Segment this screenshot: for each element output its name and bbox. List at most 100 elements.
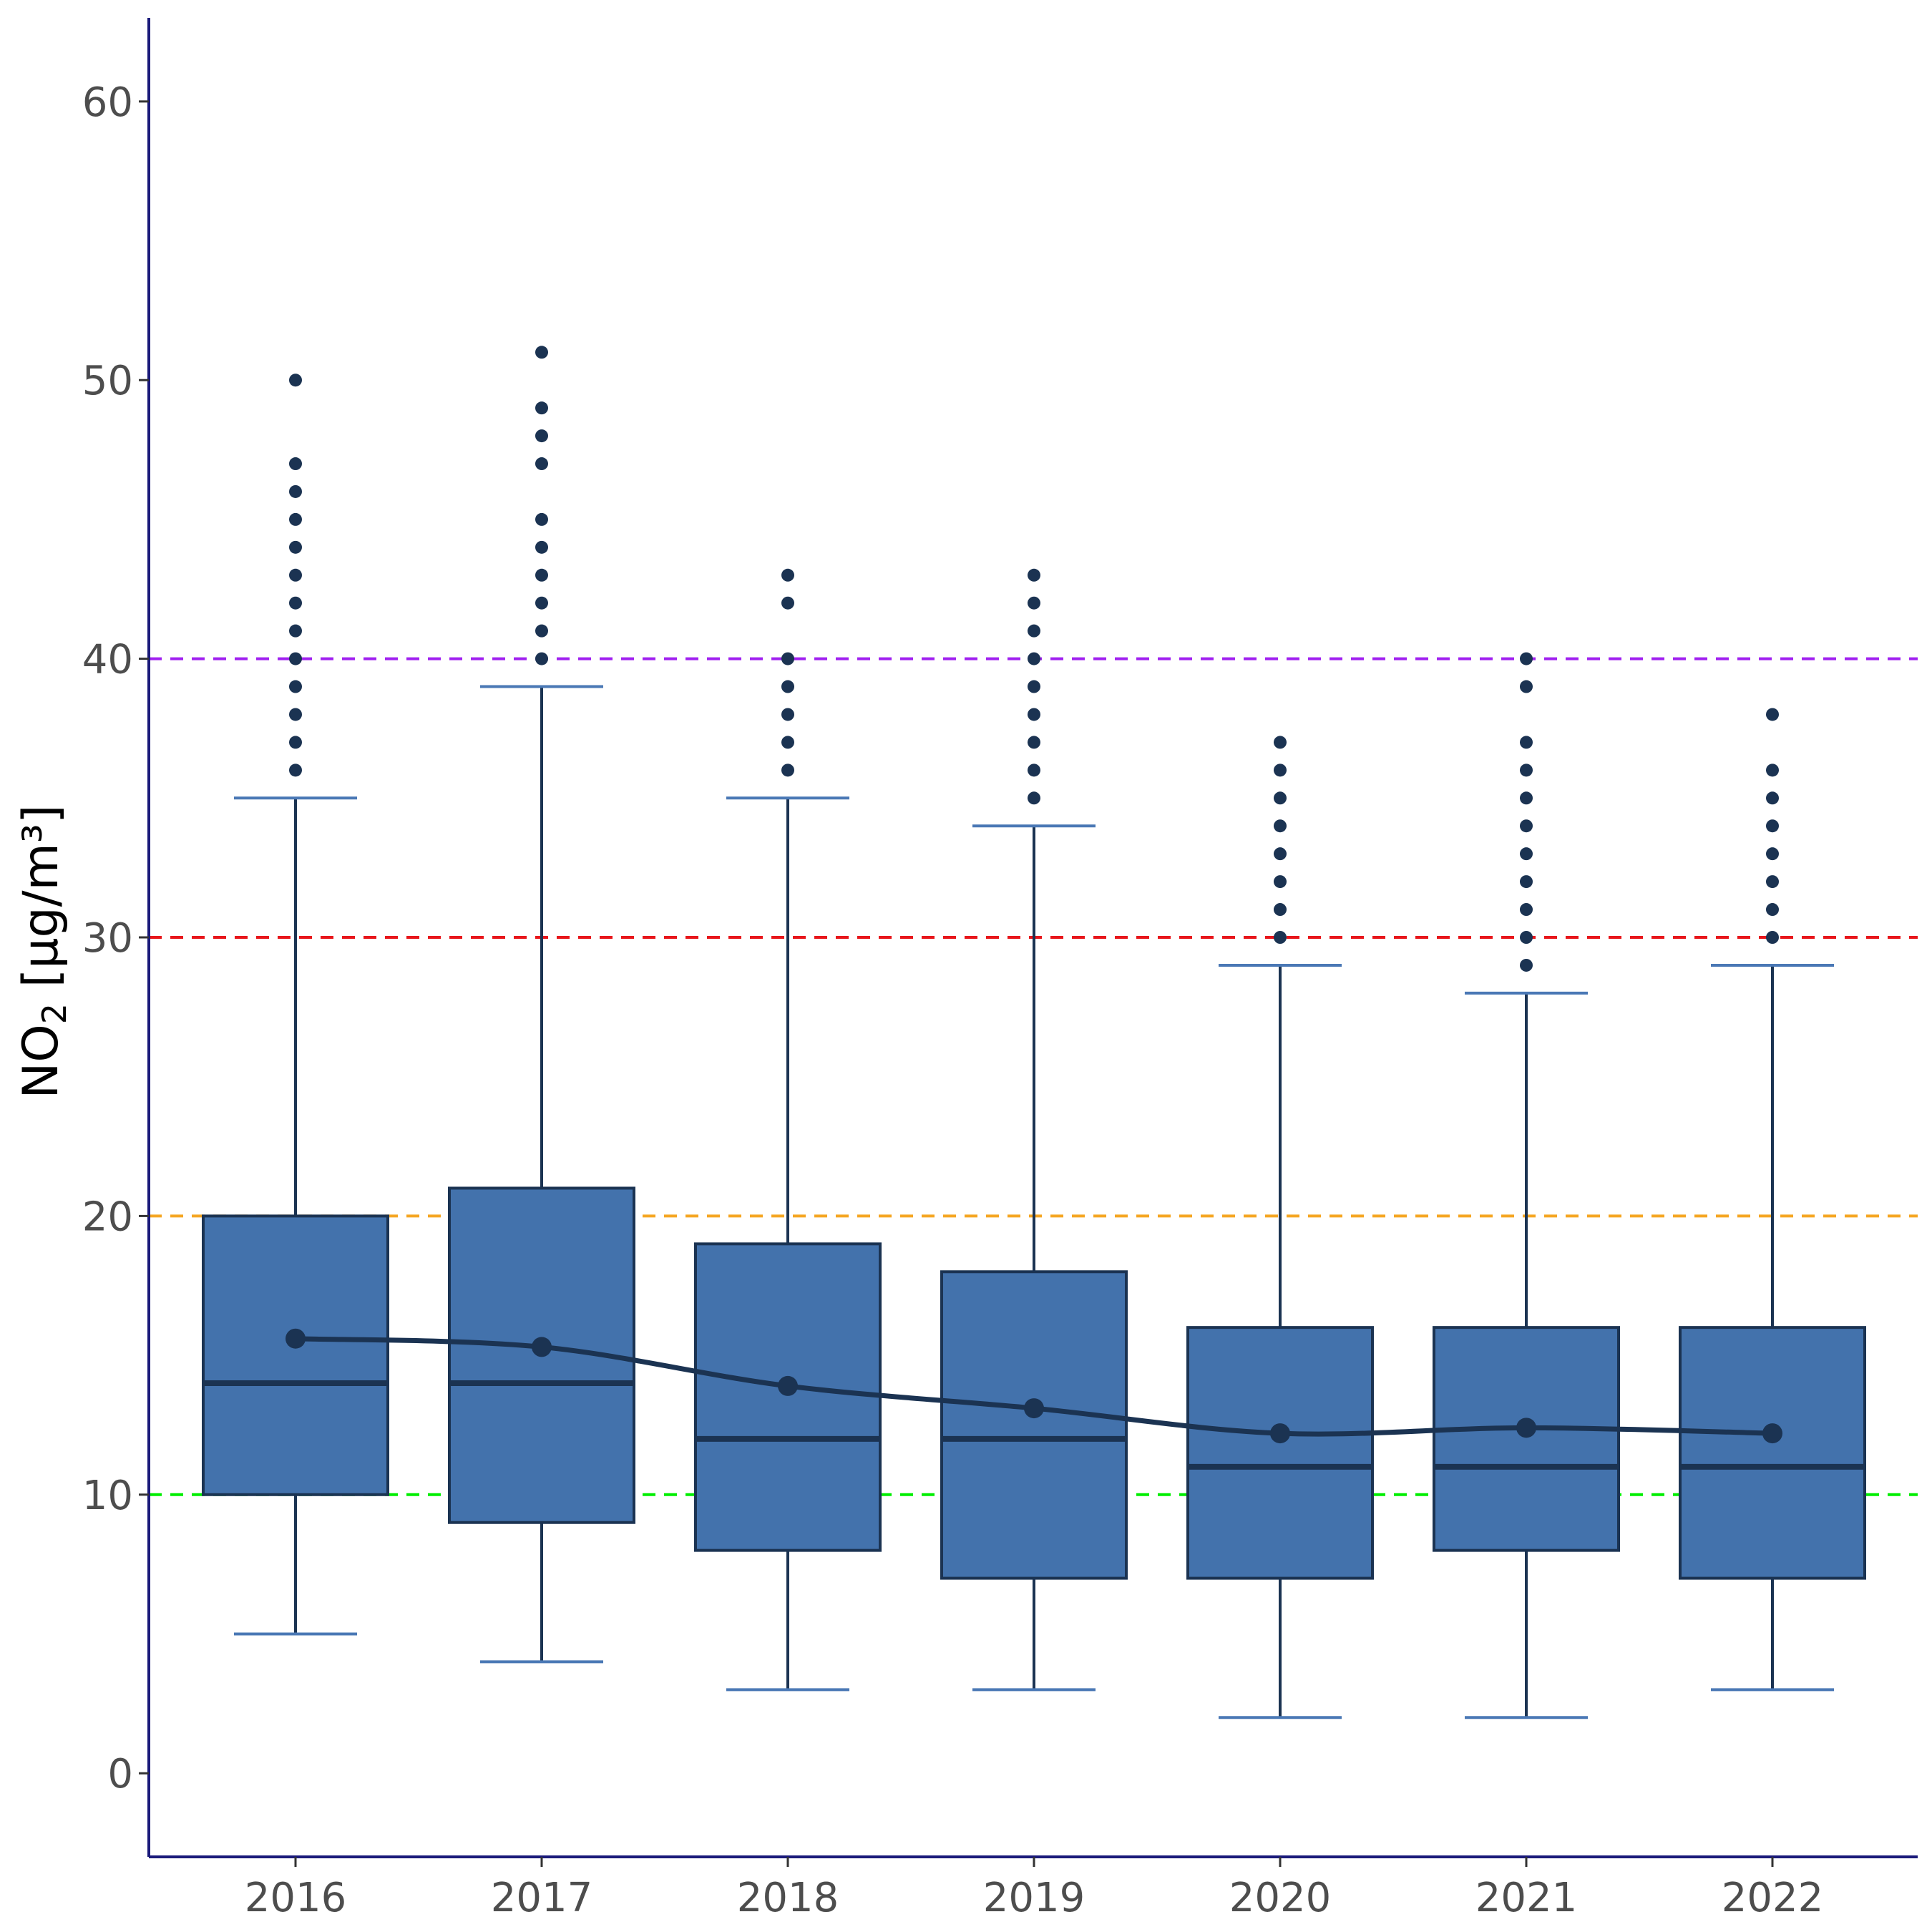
- mean-point-2021: [1516, 1418, 1536, 1438]
- box-2016: [202, 1214, 389, 1496]
- outlier-point-2018: [781, 708, 794, 721]
- outlier-point-2020: [1274, 819, 1287, 833]
- outlier-point-2017: [535, 540, 548, 554]
- outlier-point-2018: [781, 763, 794, 777]
- outlier-point-2019: [1028, 708, 1040, 721]
- axes: 0 10 20 30 40 50 60 2016 2017 2018 2019 2020 2021 202…: [82, 18, 1918, 1921]
- mean-point-2020: [1270, 1423, 1290, 1444]
- outlier-point-2021: [1520, 791, 1533, 805]
- outlier-point-2016: [289, 680, 302, 693]
- outlier-point-2019: [1028, 596, 1040, 610]
- outlier-point-2022: [1766, 847, 1779, 861]
- outlier-point-2020: [1274, 903, 1287, 917]
- outlier-point-2017: [535, 512, 548, 526]
- y-tick-label: 60: [82, 79, 133, 126]
- mean-point-2016: [286, 1328, 306, 1349]
- outlier-point-2016: [289, 708, 302, 721]
- outlier-point-2016: [289, 512, 302, 526]
- outlier-point-2016: [289, 374, 302, 387]
- trend-line-group: [286, 1328, 1782, 1444]
- y-tick-label: 0: [107, 1751, 133, 1797]
- outlier-point-2022: [1766, 763, 1779, 777]
- y-tick-label: 20: [82, 1194, 133, 1240]
- box-2022: [1679, 1326, 1866, 1580]
- outlier-point-2017: [535, 346, 548, 359]
- mean-point-2019: [1024, 1398, 1044, 1419]
- outlier-point-2019: [1028, 652, 1040, 665]
- outlier-point-2022: [1766, 791, 1779, 805]
- outlier-point-2019: [1028, 624, 1040, 638]
- outlier-point-2019: [1028, 568, 1040, 582]
- x-tick-label: 2017: [491, 1875, 593, 1921]
- mean-point-2017: [532, 1337, 552, 1357]
- outlier-point-2016: [289, 568, 302, 582]
- y-tick-label: 30: [82, 915, 133, 962]
- y-tick-label: 10: [82, 1473, 133, 1519]
- outlier-point-2021: [1520, 763, 1533, 777]
- y-tick-label: 40: [82, 637, 133, 683]
- outlier-point-2021: [1520, 931, 1533, 944]
- x-tick-label: 2021: [1475, 1875, 1578, 1921]
- y-tick-label: 50: [82, 358, 133, 404]
- x-tick-label: 2022: [1722, 1875, 1824, 1921]
- outlier-point-2021: [1520, 680, 1533, 693]
- outlier-point-2021: [1520, 903, 1533, 917]
- outlier-point-2017: [535, 596, 548, 610]
- outlier-point-2021: [1520, 847, 1533, 861]
- x-tick-label: 2020: [1229, 1875, 1332, 1921]
- mean-point-2022: [1762, 1423, 1782, 1444]
- outlier-point-2020: [1274, 763, 1287, 777]
- outlier-point-2019: [1028, 791, 1040, 805]
- outlier-point-2019: [1028, 736, 1040, 749]
- outlier-point-2020: [1274, 847, 1287, 861]
- outlier-point-2021: [1520, 819, 1533, 833]
- outlier-point-2020: [1274, 875, 1287, 889]
- outlier-point-2018: [781, 596, 794, 610]
- x-tick-label: 2016: [245, 1875, 347, 1921]
- outlier-point-2021: [1520, 736, 1533, 749]
- outlier-point-2016: [289, 736, 302, 749]
- box-2019: [940, 1270, 1128, 1580]
- box-plots: [202, 346, 1866, 1719]
- outlier-point-2018: [781, 736, 794, 749]
- outlier-point-2020: [1274, 736, 1287, 749]
- outlier-point-2022: [1766, 931, 1779, 944]
- outlier-point-2016: [289, 484, 302, 498]
- outlier-point-2017: [535, 624, 548, 638]
- outlier-point-2016: [289, 652, 302, 665]
- outlier-point-2020: [1274, 931, 1287, 944]
- outlier-point-2017: [535, 429, 548, 443]
- outlier-point-2019: [1028, 680, 1040, 693]
- outlier-point-2016: [289, 457, 302, 471]
- outlier-point-2018: [781, 680, 794, 693]
- outlier-point-2016: [289, 624, 302, 638]
- outlier-point-2017: [535, 568, 548, 582]
- mean-point-2018: [778, 1375, 798, 1396]
- outlier-point-2022: [1766, 903, 1779, 917]
- outlier-point-2021: [1520, 652, 1533, 665]
- outlier-point-2016: [289, 596, 302, 610]
- outlier-point-2022: [1766, 708, 1779, 721]
- outlier-point-2016: [289, 763, 302, 777]
- outlier-point-2018: [781, 652, 794, 665]
- outlier-point-2021: [1520, 875, 1533, 889]
- outlier-point-2018: [781, 568, 794, 582]
- x-tick-label: 2019: [983, 1875, 1085, 1921]
- y-axis-label-main: NO: [13, 1024, 69, 1098]
- box-2021: [1433, 1326, 1620, 1552]
- outlier-point-2020: [1274, 791, 1287, 805]
- y-axis-label-unit: [µg/m³]: [13, 804, 69, 1003]
- y-axis-label: NO2 [µg/m³]: [13, 804, 74, 1098]
- x-tick-label: 2018: [737, 1875, 839, 1921]
- outlier-point-2017: [535, 401, 548, 415]
- outlier-point-2021: [1520, 958, 1533, 972]
- outlier-point-2022: [1766, 819, 1779, 833]
- outlier-point-2019: [1028, 763, 1040, 777]
- box-2020: [1186, 1326, 1374, 1580]
- box-2018: [694, 1242, 882, 1552]
- outlier-point-2017: [535, 457, 548, 471]
- y-axis-label-subscript: 2: [35, 1003, 74, 1024]
- outlier-point-2022: [1766, 875, 1779, 889]
- outlier-point-2017: [535, 652, 548, 665]
